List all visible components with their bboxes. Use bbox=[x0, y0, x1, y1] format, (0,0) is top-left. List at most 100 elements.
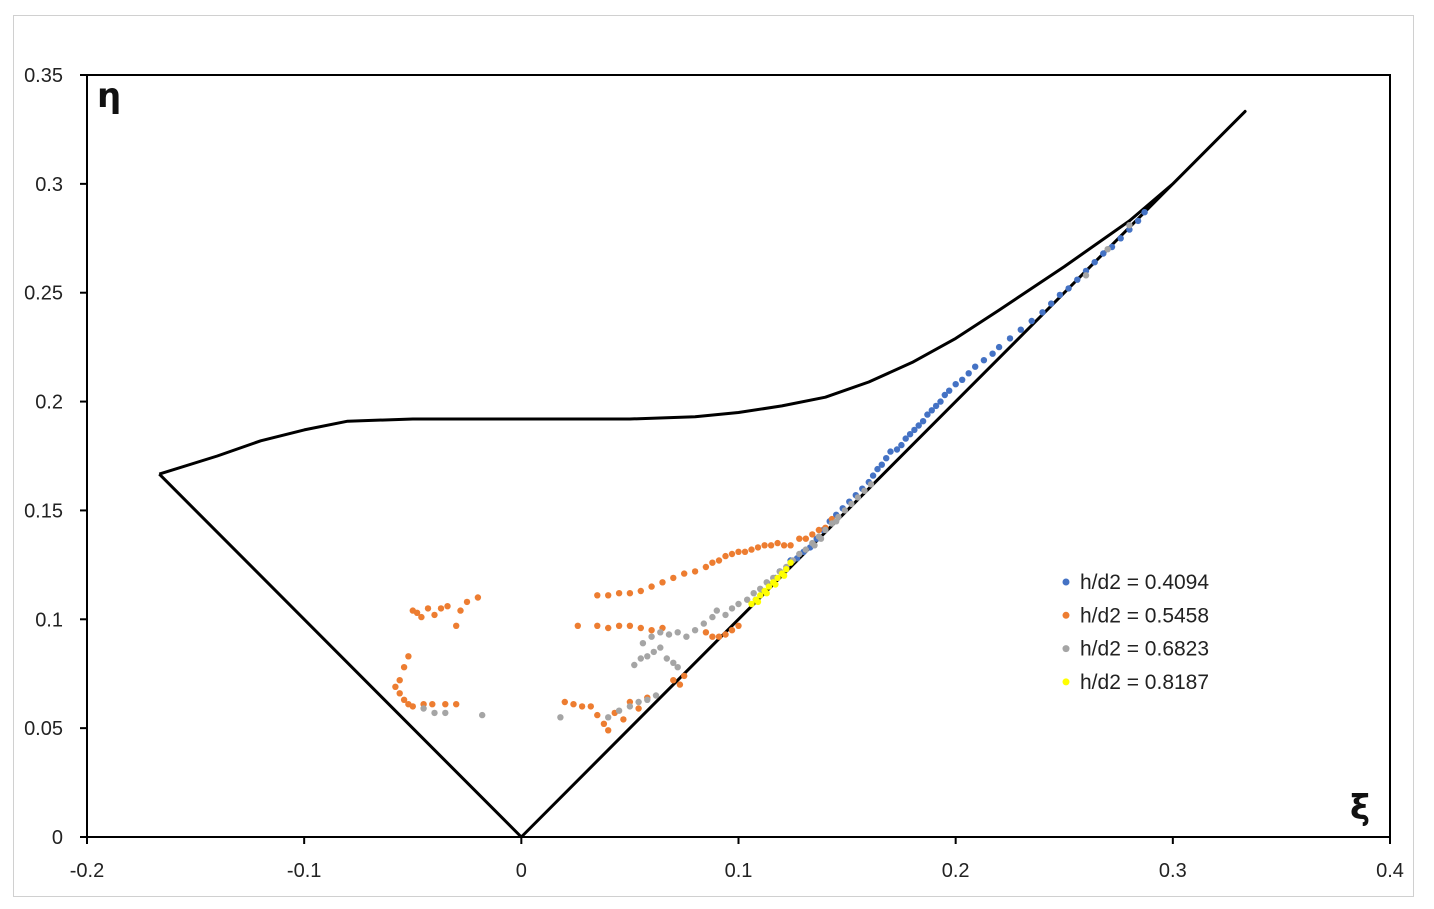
data-point bbox=[637, 587, 644, 595]
data-point bbox=[700, 620, 707, 627]
data-point bbox=[594, 592, 601, 599]
data-point bbox=[1017, 326, 1024, 333]
series-3 bbox=[420, 222, 1133, 721]
data-point bbox=[748, 600, 755, 608]
data-point bbox=[605, 592, 612, 599]
data-point bbox=[796, 550, 803, 558]
data-point bbox=[413, 609, 421, 616]
data-point bbox=[1039, 309, 1046, 316]
chart-frame bbox=[13, 15, 1414, 897]
data-point bbox=[676, 681, 684, 688]
data-point bbox=[444, 603, 451, 610]
data-point bbox=[453, 622, 460, 629]
data-point bbox=[587, 703, 594, 710]
data-point bbox=[1028, 317, 1035, 325]
data-point bbox=[702, 563, 710, 571]
data-point bbox=[626, 703, 634, 710]
data-point bbox=[928, 407, 935, 414]
data-point bbox=[915, 422, 922, 429]
legend-marker bbox=[1062, 678, 1070, 686]
data-point bbox=[650, 648, 657, 656]
data-point bbox=[392, 683, 399, 690]
data-point bbox=[691, 568, 699, 575]
data-point bbox=[637, 624, 644, 632]
data-point bbox=[748, 546, 755, 553]
data-point bbox=[681, 570, 688, 577]
data-point bbox=[657, 629, 664, 636]
data-point bbox=[867, 481, 875, 488]
y-tick-label: 0.1 bbox=[35, 609, 63, 631]
data-point bbox=[631, 661, 638, 669]
data-point bbox=[980, 357, 988, 364]
data-point bbox=[995, 343, 1003, 351]
data-point bbox=[691, 627, 699, 634]
data-point bbox=[772, 581, 779, 588]
data-point bbox=[713, 607, 720, 614]
data-point bbox=[941, 391, 948, 399]
data-point bbox=[722, 552, 729, 560]
x-tick-label: 0 bbox=[516, 860, 527, 882]
data-point bbox=[400, 664, 408, 671]
data-point bbox=[722, 611, 729, 619]
data-point bbox=[965, 370, 972, 377]
data-point bbox=[657, 644, 664, 651]
data-point bbox=[615, 707, 623, 714]
data-point bbox=[898, 441, 905, 449]
data-point bbox=[761, 542, 768, 549]
data-point bbox=[1126, 222, 1133, 229]
data-point bbox=[709, 633, 716, 640]
data-point bbox=[741, 548, 749, 555]
data-point bbox=[1091, 259, 1098, 266]
data-point bbox=[1074, 276, 1081, 283]
data-point bbox=[1141, 209, 1148, 216]
data-point bbox=[780, 542, 788, 549]
data-point bbox=[709, 613, 716, 621]
data-point bbox=[431, 611, 438, 619]
data-point bbox=[869, 472, 877, 479]
data-point bbox=[728, 605, 736, 612]
data-point bbox=[457, 607, 464, 614]
legend-label: h/d2 = 0.8187 bbox=[1080, 671, 1209, 694]
data-point bbox=[735, 548, 742, 555]
y-tick-label: 0.35 bbox=[24, 65, 63, 87]
data-point bbox=[709, 559, 716, 566]
data-point bbox=[670, 677, 677, 684]
data-point bbox=[453, 701, 460, 708]
data-point bbox=[670, 574, 677, 582]
data-point bbox=[418, 613, 425, 621]
data-point bbox=[424, 605, 432, 612]
y-axis-label: η bbox=[97, 76, 121, 116]
data-point bbox=[750, 590, 757, 597]
x-tick-label: 0.3 bbox=[1159, 860, 1187, 882]
data-point bbox=[765, 583, 773, 590]
data-point bbox=[735, 622, 742, 629]
boundary-line bbox=[158, 109, 1247, 839]
data-point bbox=[605, 624, 612, 632]
data-point bbox=[787, 559, 794, 566]
data-point bbox=[620, 716, 627, 723]
data-point bbox=[1104, 246, 1111, 253]
domain-boundary bbox=[158, 109, 1247, 839]
data-point bbox=[557, 714, 564, 721]
x-tick-label: 0.1 bbox=[725, 860, 753, 882]
data-point bbox=[429, 701, 436, 708]
data-point bbox=[574, 622, 581, 629]
data-point bbox=[635, 705, 642, 712]
legend-label: h/d2 = 0.4094 bbox=[1080, 571, 1209, 594]
data-point bbox=[479, 711, 486, 719]
x-tick-label: -0.2 bbox=[70, 860, 104, 882]
data-point bbox=[744, 596, 751, 603]
data-point bbox=[774, 574, 781, 582]
data-point bbox=[848, 500, 855, 508]
data-point bbox=[1065, 285, 1072, 292]
data-point bbox=[648, 627, 655, 634]
series-2 bbox=[392, 515, 836, 734]
data-point bbox=[861, 487, 868, 494]
data-point bbox=[1048, 300, 1055, 307]
data-point bbox=[396, 690, 403, 697]
data-point bbox=[932, 402, 940, 410]
data-point bbox=[644, 653, 651, 660]
data-point bbox=[648, 583, 655, 590]
data-point bbox=[822, 526, 829, 534]
y-tick-label: 0 bbox=[52, 827, 63, 849]
